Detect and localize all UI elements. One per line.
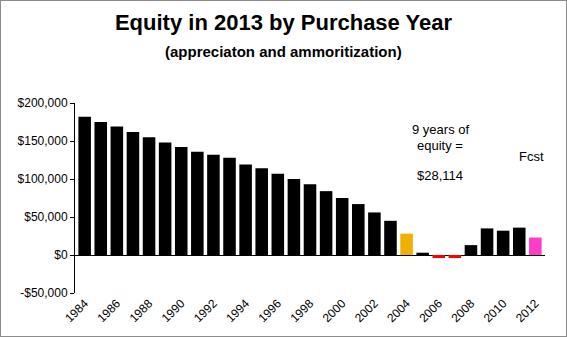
svg-text:1998: 1998 (288, 296, 317, 325)
svg-text:(appreciaton and ammoritizatio: (appreciaton and ammoritization) (165, 43, 402, 60)
svg-text:2000: 2000 (320, 296, 349, 325)
svg-text:$200,000: $200,000 (18, 96, 68, 110)
svg-text:$100,000: $100,000 (18, 172, 68, 186)
svg-text:$28,114: $28,114 (417, 168, 463, 183)
svg-text:2012: 2012 (513, 296, 542, 325)
svg-text:1992: 1992 (191, 296, 220, 325)
svg-text:$150,000: $150,000 (18, 134, 68, 148)
svg-text:-$50,000: -$50,000 (20, 286, 68, 300)
svg-text:1990: 1990 (159, 296, 188, 325)
svg-text:1994: 1994 (223, 296, 252, 325)
svg-text:1984: 1984 (62, 296, 91, 325)
svg-text:equity =: equity = (417, 138, 463, 153)
svg-text:$50,000: $50,000 (24, 210, 68, 224)
svg-text:2006: 2006 (416, 296, 445, 325)
svg-text:2002: 2002 (352, 296, 381, 325)
svg-text:1988: 1988 (127, 296, 156, 325)
svg-text:9 years of: 9 years of (412, 122, 469, 137)
svg-text:1986: 1986 (94, 296, 123, 325)
svg-text:$0: $0 (54, 248, 68, 262)
svg-text:2010: 2010 (481, 296, 510, 325)
svg-text:2004: 2004 (384, 296, 413, 325)
svg-text:Equity in 2013 by Purchase Yea: Equity in 2013 by Purchase Year (115, 10, 453, 35)
svg-text:Fcst: Fcst (519, 149, 544, 164)
svg-text:1996: 1996 (255, 296, 284, 325)
svg-text:2008: 2008 (449, 296, 478, 325)
